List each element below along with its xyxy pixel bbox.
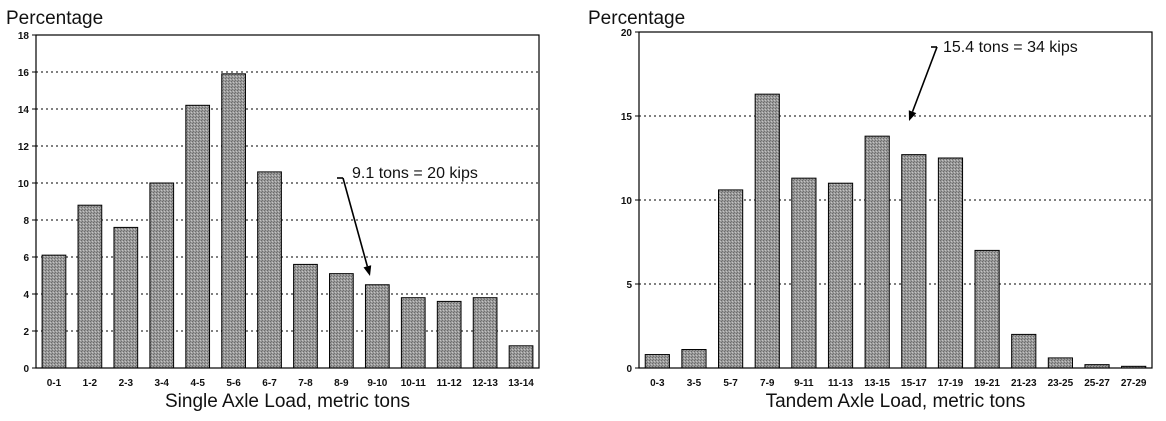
bar <box>400 297 426 369</box>
x-tick-label: 13-14 <box>508 378 534 389</box>
bar <box>364 284 390 369</box>
x-tick-label: 12-13 <box>472 378 498 389</box>
bar <box>974 249 1000 369</box>
bar <box>257 171 282 369</box>
y-tick-label: 18 <box>18 31 30 42</box>
x-tick-label: 9-11 <box>794 378 814 389</box>
y-tick-label: 0 <box>23 364 29 375</box>
bar <box>754 93 780 369</box>
x-tick-label: 17-19 <box>938 378 964 389</box>
bar <box>508 345 534 369</box>
bar <box>1011 333 1037 369</box>
y-tick-label: 5 <box>626 280 632 291</box>
x-tick-label: 19-21 <box>974 378 1000 389</box>
y-tick-label: 10 <box>621 196 633 207</box>
bar <box>718 189 744 369</box>
y-tick-label: 12 <box>18 142 30 153</box>
y-tick-label: 8 <box>23 216 29 227</box>
x-tick-label: 1-2 <box>83 378 98 389</box>
annotation-arrowhead <box>908 110 917 121</box>
y-tick-label: 6 <box>23 253 29 264</box>
annotation-text: 9.1 tons = 20 kips <box>352 165 478 182</box>
y-tick-label: 2 <box>23 327 29 338</box>
bar <box>901 154 927 369</box>
annotation-arrow-line <box>911 46 938 112</box>
bar <box>185 104 211 369</box>
bar <box>1047 357 1073 369</box>
bar <box>293 263 318 369</box>
y-tick-label: 0 <box>626 364 632 375</box>
x-tick-label: 0-3 <box>650 378 665 389</box>
bar <box>221 73 246 369</box>
x-tick-label: 15-17 <box>901 378 927 389</box>
bar <box>41 254 67 369</box>
y-axis-label: Percentage <box>6 8 103 29</box>
x-tick-label: 4-5 <box>190 378 205 389</box>
x-axis-label: Single Axle Load, metric tons <box>165 391 410 412</box>
bar <box>77 204 103 369</box>
bar <box>472 297 498 369</box>
bar <box>644 354 670 369</box>
bar <box>436 300 462 369</box>
x-tick-label: 8-9 <box>334 378 349 389</box>
x-tick-label: 3-5 <box>687 378 702 389</box>
x-tick-label: 7-8 <box>298 378 313 389</box>
x-tick-label: 23-25 <box>1048 378 1074 389</box>
bar <box>329 273 354 369</box>
x-tick-label: 11-13 <box>828 378 853 389</box>
x-tick-label: 9-10 <box>367 378 387 389</box>
bar <box>681 349 707 369</box>
x-tick-label: 27-29 <box>1121 378 1147 389</box>
y-tick-label: 15 <box>621 112 633 123</box>
annotation-text: 15.4 tons = 34 kips <box>943 39 1078 56</box>
bar <box>937 157 964 369</box>
bar <box>827 182 854 369</box>
bar <box>791 177 817 369</box>
tandem-axle-chart: Percentage 0 5 10 15 20 0-3 3-5 5-7 7-9 9-11 11-13 1… <box>588 8 1153 412</box>
plot-frame <box>638 31 1153 369</box>
bar <box>864 135 890 369</box>
bar <box>149 182 175 369</box>
x-tick-label: 3-4 <box>155 378 170 389</box>
x-tick-label: 7-9 <box>760 378 775 389</box>
x-tick-label: 0-1 <box>47 378 62 389</box>
x-tick-label: 21-23 <box>1011 378 1037 389</box>
x-tick-label: 10-11 <box>401 378 426 389</box>
annotation-arrowhead <box>363 265 372 276</box>
y-tick-label: 20 <box>621 28 633 39</box>
y-tick-label: 14 <box>18 105 30 116</box>
x-tick-label: 25-27 <box>1084 378 1110 389</box>
x-axis-label: Tandem Axle Load, metric tons <box>766 391 1026 412</box>
y-tick-label: 4 <box>23 290 29 301</box>
x-tick-label: 2-3 <box>119 378 134 389</box>
x-tick-label: 5-7 <box>723 378 738 389</box>
x-tick-label: 13-15 <box>864 378 890 389</box>
single-axle-chart: Percentage 0 2 4 6 8 10 12 14 16 18 0-1 1-2 2-3 3-4 4-5… <box>6 8 540 412</box>
x-tick-label: 11-12 <box>437 378 462 389</box>
y-tick-label: 10 <box>18 179 30 190</box>
y-tick-label: 16 <box>18 68 30 79</box>
x-tick-label: 6-7 <box>262 378 277 389</box>
annotation-arrow-line <box>342 177 369 267</box>
y-axis-label: Percentage <box>588 8 685 29</box>
plot-frame <box>35 34 540 369</box>
x-tick-label: 5-6 <box>226 378 241 389</box>
bar <box>113 226 139 369</box>
